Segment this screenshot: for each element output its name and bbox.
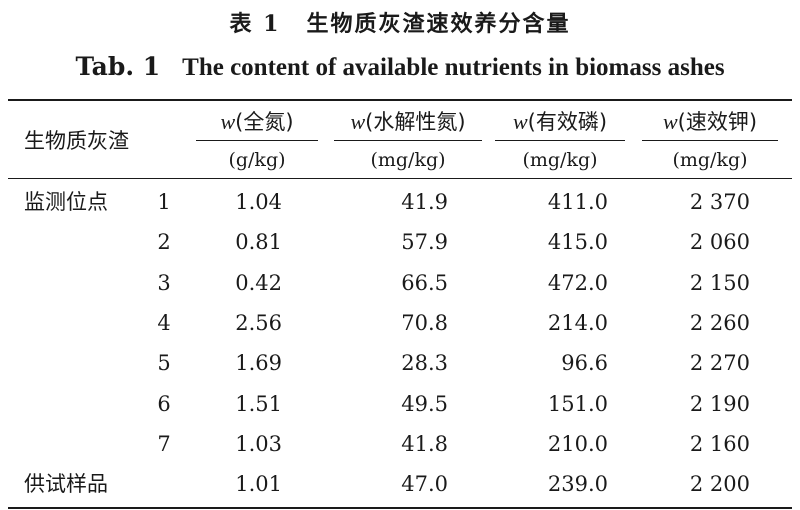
header-underline-3 <box>495 140 625 141</box>
table-caption-cn: 生物质灰渣速效养分含量 <box>306 12 571 37</box>
table-cell: 2.56 <box>235 311 282 335</box>
table-cell: 2 190 <box>689 392 750 416</box>
row-site-id: 7 <box>157 432 171 456</box>
table-cell: 411.0 <box>547 190 608 214</box>
sample-cell-3: 239.0 <box>547 472 608 496</box>
header-col-1: w(全氮) <box>220 109 294 134</box>
table-cell: 66.5 <box>401 271 448 295</box>
table-cell: 0.42 <box>235 271 282 295</box>
row-site-id: 5 <box>157 351 171 375</box>
header-underline-2 <box>334 140 482 141</box>
unit-col-3: (mg/kg) <box>522 149 598 171</box>
header-col-3: w(有效磷) <box>512 109 608 134</box>
unit-col-4: (mg/kg) <box>672 149 748 171</box>
table-cell: 472.0 <box>547 271 608 295</box>
table-cell: 1.04 <box>235 190 282 214</box>
table-bottom-rule <box>8 507 792 509</box>
header-col-4: w(速效钾) <box>662 109 758 134</box>
table-top-rule <box>8 99 792 101</box>
row-site-id: 3 <box>157 271 171 295</box>
table-cell: 2 260 <box>689 311 750 335</box>
table-cell: 2 370 <box>689 190 750 214</box>
table-cell: 151.0 <box>547 392 608 416</box>
header-col-2: w(水解性氮) <box>350 109 466 134</box>
unit-col-2: (mg/kg) <box>370 149 446 171</box>
row-site-id: 1 <box>157 190 171 214</box>
table-cell: 41.8 <box>401 432 448 456</box>
header-underline-1 <box>196 140 318 141</box>
row-site-id: 6 <box>157 392 171 416</box>
table-cell: 41.9 <box>401 190 448 214</box>
row-site-id: 2 <box>157 230 171 254</box>
table-cell: 57.9 <box>401 230 448 254</box>
table-cell: 1.69 <box>235 351 282 375</box>
unit-col-1: (g/kg) <box>228 149 286 171</box>
table-cell: 2 060 <box>689 230 750 254</box>
sample-cell-2: 47.0 <box>401 472 448 496</box>
table-cell: 96.6 <box>561 351 608 375</box>
table-number-cn: 表 1 <box>229 11 281 37</box>
table-header-rule <box>8 178 792 179</box>
table-title-en: Tab. 1 The content of available nutrients… <box>0 52 800 82</box>
table-cell: 70.8 <box>401 311 448 335</box>
row-site-id: 4 <box>157 311 171 335</box>
table-cell: 415.0 <box>547 230 608 254</box>
header-row-label: 生物质灰渣 <box>24 129 129 153</box>
table-cell: 49.5 <box>401 392 448 416</box>
sample-cell-1: 1.01 <box>235 472 282 496</box>
table-caption-en: The content of available nutrients in bi… <box>182 54 725 81</box>
table-cell: 1.03 <box>235 432 282 456</box>
table-cell: 28.3 <box>401 351 448 375</box>
table-cell: 2 150 <box>689 271 750 295</box>
table-number-en: Tab. 1 <box>75 52 161 81</box>
sample-row-label: 供试样品 <box>24 472 108 496</box>
table-title-cn: 表 1 生物质灰渣速效养分含量 <box>0 6 800 38</box>
table-cell: 210.0 <box>547 432 608 456</box>
table-cell: 1.51 <box>235 392 282 416</box>
group-label: 监测位点 <box>24 190 108 214</box>
table-cell: 214.0 <box>547 311 608 335</box>
table-cell: 2 160 <box>689 432 750 456</box>
sample-cell-4: 2 200 <box>689 472 750 496</box>
table-cell: 2 270 <box>689 351 750 375</box>
table-cell: 0.81 <box>235 230 282 254</box>
header-underline-4 <box>642 140 778 141</box>
